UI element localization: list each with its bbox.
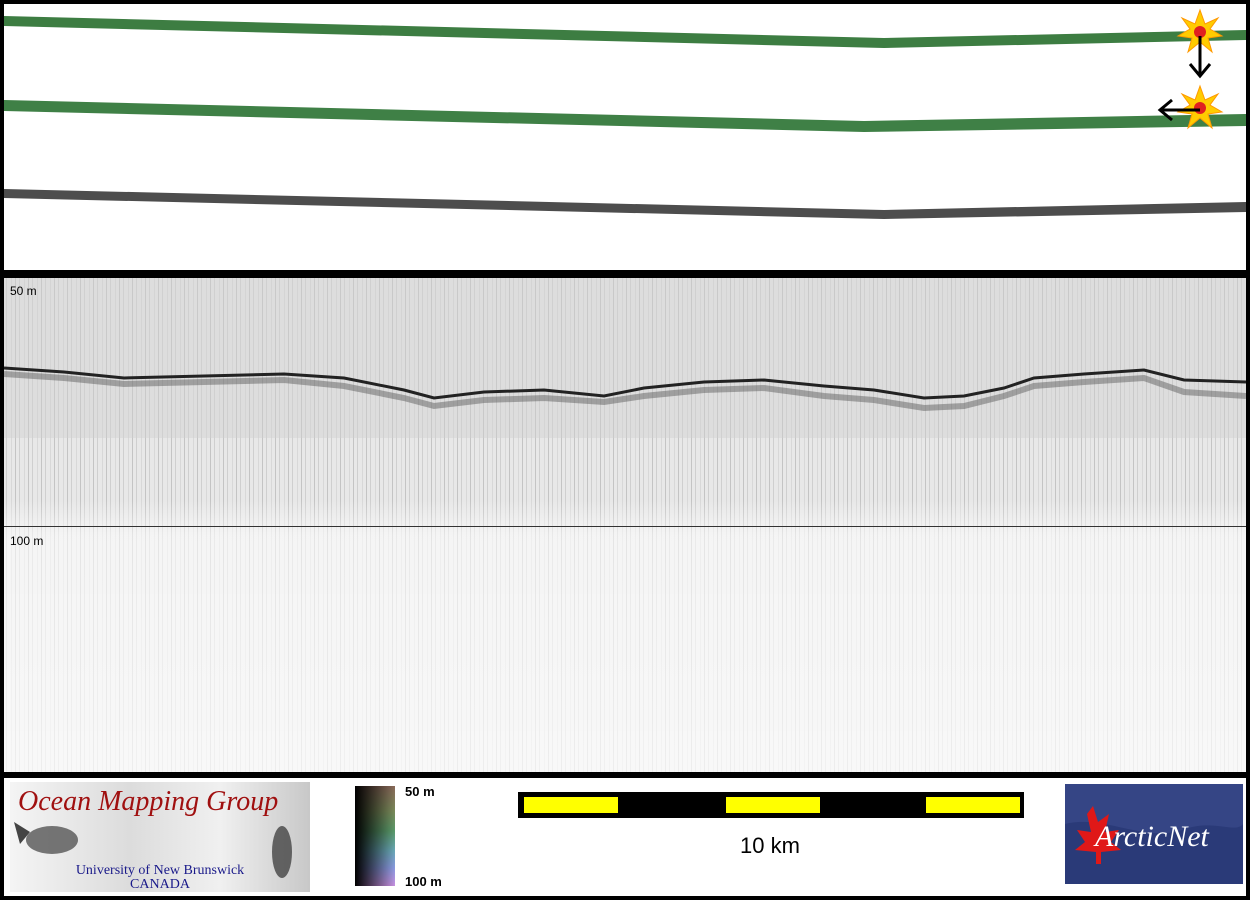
arcticnet-logo: ArcticNet (1065, 784, 1243, 884)
swath-map (4, 8, 1246, 219)
depth-label-mid: 100 m (10, 534, 44, 548)
profile-image (4, 278, 1246, 772)
maple-leaf-icon (1065, 784, 1243, 864)
scale-segment (726, 797, 820, 813)
arrow-left-icon (1157, 98, 1200, 122)
map-panel (4, 4, 1246, 270)
depth-colorbar (355, 786, 395, 886)
scale-segment (926, 797, 1020, 813)
arcticnet-text: ArcticNet (1095, 820, 1209, 853)
scale-bar (518, 792, 1024, 818)
depth-label-top: 50 m (10, 284, 37, 298)
logo-university: University of New Brunswick (75, 863, 245, 878)
ocean-mapping-group-logo: Ocean Mapping Group University of New Br… (10, 782, 310, 892)
profile-panel: 50 m 100 m (4, 278, 1246, 772)
swath-strip-top (4, 16, 1246, 48)
logo-title: Ocean Mapping Group (18, 786, 279, 817)
logo-subtitle: University of New Brunswick CANADA (10, 864, 310, 892)
scale-segment (524, 797, 618, 813)
seabed-reflector (4, 366, 1246, 400)
footer-panel: Ocean Mapping Group University of New Br… (4, 778, 1246, 896)
swath-strip-bottom (4, 189, 1246, 219)
fish-icon (14, 822, 292, 878)
logo-country: CANADA (130, 877, 190, 892)
colorbar-bottom-label: 100 m (405, 874, 442, 889)
swath-strip-middle (4, 100, 1246, 132)
arrow-down-icon (1188, 36, 1212, 79)
depth-divider (4, 526, 1246, 527)
scale-label: 10 km (740, 833, 800, 858)
colorbar-top-label: 50 m (405, 784, 435, 799)
